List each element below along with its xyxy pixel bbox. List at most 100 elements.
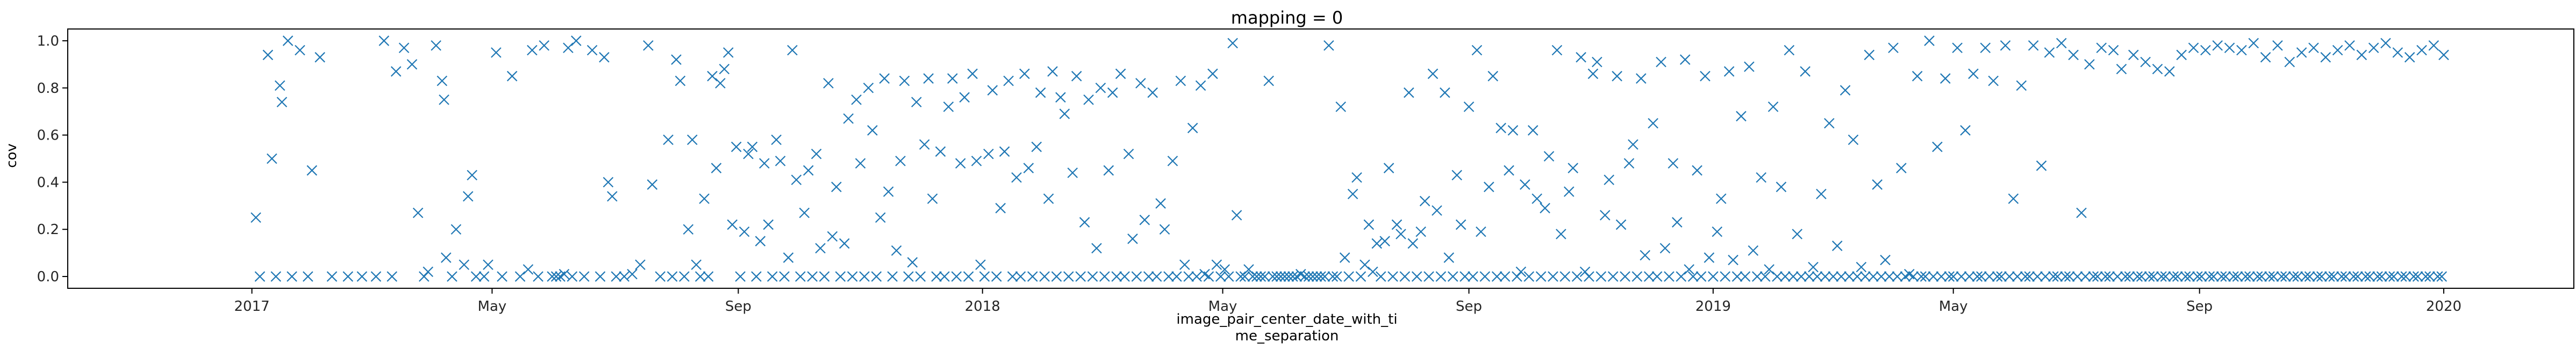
data-point [2304, 271, 2315, 282]
data-point [991, 271, 1002, 282]
data-point [431, 40, 441, 51]
data-point [1960, 125, 1971, 136]
data-point [1520, 179, 1530, 190]
data-point [1227, 38, 1238, 49]
data-point [1679, 54, 1691, 65]
data-point [398, 42, 410, 53]
data-point [2272, 40, 2283, 51]
data-point [1884, 271, 1895, 282]
data-point [1723, 66, 1735, 77]
data-point [1263, 75, 1274, 86]
data-point [2260, 52, 2271, 63]
data-point [2180, 271, 2191, 282]
data-point [1107, 87, 1118, 98]
data-point [586, 45, 598, 56]
data-point [1332, 271, 1342, 282]
data-point [2328, 271, 2339, 282]
data-point [2432, 271, 2443, 282]
data-point [1147, 87, 1158, 98]
data-point [779, 271, 790, 282]
data-point [1816, 188, 1827, 200]
data-point [378, 35, 390, 46]
data-point [1007, 271, 1018, 282]
data-point [1159, 224, 1170, 235]
data-point [1043, 193, 1054, 204]
data-point [907, 257, 918, 268]
data-point [1191, 271, 1202, 282]
data-point [1307, 271, 1318, 282]
data-point [491, 47, 502, 58]
data-point [1551, 45, 1563, 56]
data-point [879, 73, 890, 84]
data-point [1175, 75, 1186, 86]
data-point [1607, 271, 1619, 282]
data-point [963, 271, 974, 282]
data-point [2336, 271, 2347, 282]
data-point [2368, 42, 2379, 53]
data-point [342, 271, 354, 282]
data-point [971, 156, 982, 166]
data-point [1676, 271, 1687, 282]
data-point [1628, 139, 1638, 150]
data-point [1924, 35, 1935, 46]
data-point [731, 141, 742, 152]
data-point [1844, 271, 1855, 282]
data-point [1407, 238, 1419, 249]
data-point [1067, 167, 1078, 178]
data-point [1379, 236, 1390, 246]
data-point [2324, 271, 2335, 282]
data-point [1063, 271, 1074, 282]
data-point [2424, 271, 2435, 282]
data-point [1568, 163, 1578, 173]
data-point [1731, 271, 1743, 282]
data-point [1247, 271, 1258, 282]
data-points [251, 35, 2449, 282]
data-point [306, 165, 318, 176]
data-point [462, 191, 474, 202]
data-point [1656, 56, 1666, 68]
data-point [2056, 38, 2067, 49]
data-point [2004, 271, 2015, 282]
data-point [1311, 271, 1322, 282]
data-point [619, 271, 629, 282]
data-point [611, 271, 622, 282]
data-point [955, 158, 966, 169]
data-point [863, 82, 874, 93]
data-point [1740, 271, 1751, 282]
data-point [1940, 73, 1951, 84]
data-point [819, 271, 830, 282]
data-point [406, 59, 418, 70]
data-point [823, 78, 834, 89]
data-point [767, 271, 778, 282]
data-point [2372, 271, 2383, 282]
data-point [2320, 52, 2331, 63]
data-point [1079, 217, 1090, 228]
data-point [2388, 271, 2399, 282]
data-point [663, 134, 674, 145]
data-point [1980, 42, 1991, 53]
data-point [2212, 40, 2223, 51]
data-point [470, 271, 482, 282]
data-point [763, 219, 774, 230]
data-point [831, 181, 842, 192]
data-point [550, 271, 562, 282]
data-point [743, 148, 754, 159]
data-point [1860, 271, 1871, 282]
data-point [1215, 271, 1226, 282]
data-point [1856, 261, 1867, 273]
data-point [1820, 271, 1831, 282]
data-point [1808, 261, 1819, 273]
data-point [563, 42, 574, 53]
data-point [855, 158, 866, 169]
x-tick-label: 2019 [1695, 298, 1731, 315]
data-point [787, 45, 798, 56]
y-tick-label: 0.0 [37, 269, 59, 285]
data-point [1432, 205, 1442, 216]
data-point [635, 259, 646, 270]
data-point [1664, 271, 1675, 282]
data-point [895, 156, 906, 166]
data-point [2300, 271, 2311, 282]
data-point [527, 45, 538, 56]
data-point [276, 97, 288, 107]
data-point [911, 97, 922, 107]
